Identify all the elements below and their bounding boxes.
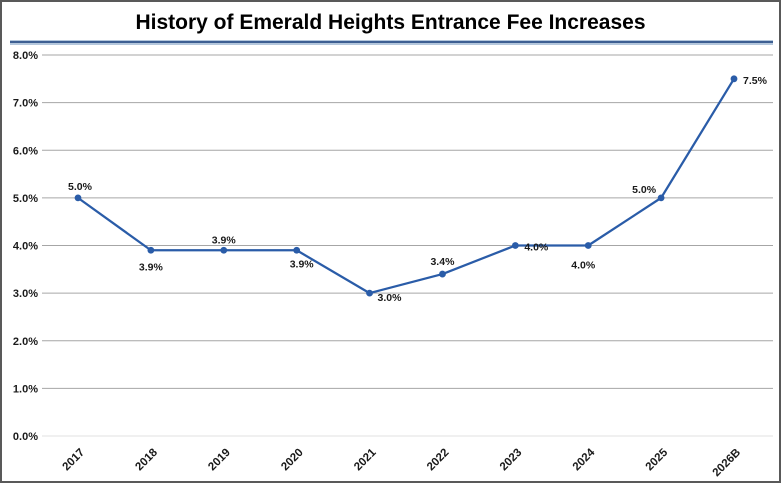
x-tick-label: 2019 [206, 447, 233, 474]
x-tick-label: 2021 [352, 446, 379, 473]
y-tick-label: 7.0% [13, 98, 38, 110]
data-point-marker [147, 246, 155, 254]
data-point-label: 5.0% [632, 184, 657, 196]
data-point-marker [293, 246, 301, 254]
series-line [76, 77, 736, 295]
data-point-label: 3.9% [290, 258, 315, 270]
data-point-marker [220, 246, 228, 254]
x-tick-label: 2017 [61, 447, 88, 474]
y-tick-label: 5.0% [13, 193, 38, 205]
data-point-marker [511, 242, 519, 249]
data-point-label: 4.0% [524, 242, 549, 254]
title-underline-rule [10, 40, 773, 45]
data-point-marker [366, 289, 373, 297]
x-tick-label: 2022 [425, 447, 452, 474]
data-point-marker [657, 194, 665, 202]
data-point-label: 3.9% [212, 234, 237, 246]
data-point-label: 3.9% [139, 261, 164, 273]
y-tick-label: 3.0% [13, 288, 38, 300]
data-point-marker [584, 242, 592, 249]
data-point-label: 3.0% [378, 292, 403, 304]
y-tick-label: 0.0% [13, 431, 38, 443]
data-point-marker [74, 194, 82, 202]
x-tick-label: 2018 [133, 446, 160, 473]
y-tick-label: 6.0% [13, 145, 38, 157]
y-tick-label: 4.0% [13, 241, 38, 253]
x-tick-label: 2024 [571, 446, 598, 473]
x-tick-label: 2023 [498, 447, 525, 474]
x-tick-label: 2026B [711, 447, 743, 479]
y-tick-label: 1.0% [13, 383, 38, 395]
chart-title: History of Emerald Heights Entrance Fee … [135, 11, 646, 34]
x-tick-label: 2025 [644, 446, 671, 473]
data-point-label: 7.5% [743, 75, 768, 87]
data-point-label: 3.4% [430, 256, 455, 268]
y-tick-label: 8.0% [13, 50, 38, 62]
data-point-label: 4.0% [571, 260, 596, 272]
data-point-label: 5.0% [68, 181, 93, 193]
y-tick-label: 2.0% [13, 336, 38, 348]
data-point-marker [439, 270, 446, 278]
x-tick-label: 2020 [279, 447, 306, 474]
data-point-marker [730, 75, 738, 83]
